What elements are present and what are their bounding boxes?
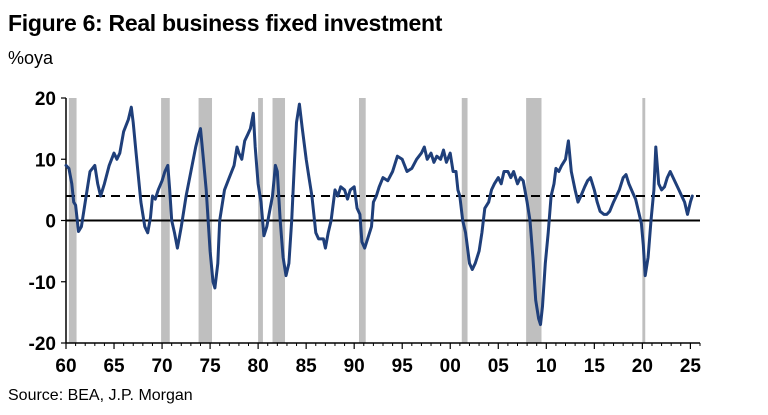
y-tick-label: -10 bbox=[29, 273, 56, 294]
x-tick-label: 85 bbox=[296, 356, 318, 377]
x-tick-label: 10 bbox=[536, 356, 557, 377]
x-tick-label: 60 bbox=[55, 356, 76, 377]
y-tick-label: -20 bbox=[29, 334, 56, 355]
x-tick-label: 20 bbox=[632, 356, 653, 377]
x-tick-label: 65 bbox=[103, 356, 125, 377]
x-tick-label: 95 bbox=[392, 356, 414, 377]
x-tick-label: 00 bbox=[440, 356, 461, 377]
x-tick-label: 90 bbox=[344, 356, 365, 377]
x-tick-label: 70 bbox=[151, 356, 172, 377]
y-axis-unit-label: %oya bbox=[8, 48, 54, 68]
x-tick-label: 75 bbox=[200, 356, 222, 377]
y-tick-label: 10 bbox=[35, 150, 56, 171]
x-tick-label: 80 bbox=[248, 356, 269, 377]
x-tick-label: 05 bbox=[488, 356, 510, 377]
series-line bbox=[64, 102, 694, 327]
y-tick-label: 20 bbox=[35, 89, 56, 110]
y-tick-label: 0 bbox=[45, 212, 56, 233]
x-tick-label: 25 bbox=[680, 356, 702, 377]
source-note: Source: BEA, J.P. Morgan bbox=[8, 387, 193, 404]
x-tick-label: 15 bbox=[584, 356, 606, 377]
chart-title: Figure 6: Real business fixed investment bbox=[8, 10, 443, 36]
